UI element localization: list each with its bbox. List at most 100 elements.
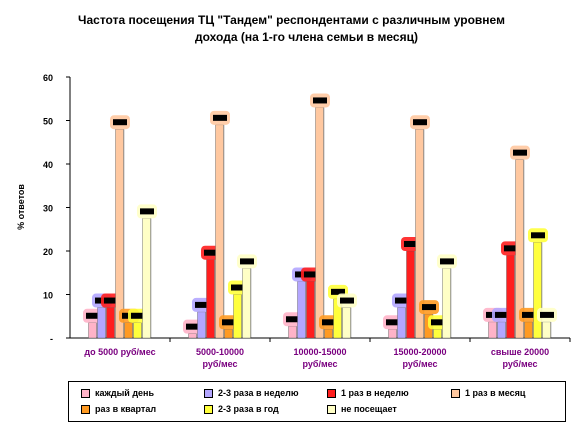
legend-item: 1 раз в неделю [327, 388, 409, 398]
data-label-mark [322, 319, 336, 326]
bar-3-5 [433, 329, 442, 339]
data-label-mark [422, 304, 436, 311]
bar-1-3 [215, 124, 224, 339]
chart-title-line1: Частота посещения ТЦ "Тандем" респондент… [78, 13, 505, 27]
legend-swatch [327, 388, 336, 398]
legend-swatch [204, 404, 213, 414]
bar-3-6 [442, 268, 451, 339]
bar-2-0 [288, 326, 297, 339]
data-label-mark [513, 149, 527, 156]
x-category-label: свыше 20000 [491, 347, 549, 357]
y-tick-label: 10 [43, 291, 53, 301]
data-label-mark [231, 284, 245, 291]
legend-swatch [204, 388, 213, 398]
legend-item: 2-3 раза в неделю [204, 388, 299, 398]
legend-item: раз в квартал [81, 404, 156, 414]
bar-1-2 [206, 259, 215, 339]
data-label-mark [440, 258, 454, 265]
bar-3-2 [406, 250, 415, 339]
data-label-mark [286, 316, 300, 323]
y-axis-label: % ответов [16, 184, 26, 230]
x-category-label: 5000-10000 [196, 347, 244, 357]
data-label-mark [504, 245, 518, 252]
legend-label: 2-3 раза в год [218, 404, 279, 414]
x-category-label: до 5000 руб/мес [84, 347, 155, 357]
bar-2-3 [315, 107, 324, 339]
bar-0-6 [142, 218, 151, 339]
bar-2-4 [324, 329, 333, 339]
x-category-label: руб/мес [403, 359, 438, 369]
bar-2-6 [342, 307, 351, 339]
bar-0-0 [88, 322, 97, 339]
bar-0-3 [115, 128, 124, 339]
data-label-mark [195, 301, 209, 308]
x-category-label: руб/мес [503, 359, 538, 369]
data-label-mark [204, 249, 218, 256]
bar-2-1 [297, 281, 306, 339]
bar-4-6 [542, 321, 551, 339]
y-tick-label: 30 [43, 204, 53, 214]
data-label-mark [313, 97, 327, 104]
data-label-mark [431, 319, 445, 326]
y-tick-label: 40 [43, 160, 53, 170]
bar-0-5 [133, 322, 142, 339]
x-category-label: руб/мес [303, 359, 338, 369]
legend-item: 2-3 раза в год [204, 404, 279, 414]
data-label-mark [531, 232, 545, 239]
data-label-mark [240, 258, 254, 265]
data-label-mark [395, 297, 409, 304]
bar-1-1 [197, 311, 206, 339]
legend-label: 1 раз в неделю [341, 388, 409, 398]
bar-2-2 [306, 281, 315, 339]
legend-swatch [327, 404, 336, 414]
data-label-mark [404, 241, 418, 247]
x-category-label: руб/мес [203, 359, 238, 369]
legend-item: 1 раз в месяц [451, 388, 525, 398]
legend-label: не посещает [341, 404, 397, 414]
bar-4-5 [533, 242, 542, 339]
y-tick-label: 20 [43, 247, 53, 257]
bar-1-5 [233, 294, 242, 339]
bar-4-1 [497, 321, 506, 339]
bar-3-0 [388, 329, 397, 339]
legend-swatch [81, 388, 90, 398]
legend-label: каждый день [95, 388, 155, 398]
y-tick-label: 60 [43, 73, 53, 83]
data-label-mark [522, 311, 536, 318]
data-label-mark [386, 319, 400, 326]
chart-legend: каждый день 2-3 раза в неделю 1 раз в неде… [68, 381, 566, 422]
legend-swatch [81, 404, 90, 414]
legend-label: раз в квартал [95, 404, 157, 414]
y-tick-label: - [50, 334, 53, 344]
data-label-mark [540, 311, 554, 318]
bar-3-1 [397, 307, 406, 339]
data-label-mark [113, 119, 127, 126]
bar-0-1 [97, 307, 106, 339]
legend-label: 1 раз в месяц [465, 388, 526, 398]
bar-0-2 [106, 307, 115, 339]
bar-1-6 [242, 268, 251, 339]
bar-1-0 [188, 333, 197, 339]
data-label-mark [140, 208, 154, 215]
bar-4-0 [488, 321, 497, 339]
y-tick-label: 50 [43, 117, 53, 127]
x-category-label: 10000-15000 [293, 347, 346, 357]
bar-4-2 [506, 255, 515, 339]
data-label-mark [495, 311, 509, 318]
data-label-mark [413, 119, 427, 126]
legend-swatch [451, 388, 460, 398]
bar-0-4 [124, 322, 133, 339]
data-label-mark [213, 114, 227, 121]
data-label-mark [104, 297, 118, 304]
data-label-mark [222, 319, 236, 326]
x-category-label: 15000-20000 [393, 347, 446, 357]
data-label-mark [331, 288, 345, 295]
bar-4-4 [524, 321, 533, 339]
data-label-mark [131, 312, 145, 319]
data-label-mark [340, 297, 354, 304]
data-label-mark [186, 323, 200, 330]
data-label-mark [86, 312, 100, 319]
chart-title-line2: дохода (на 1-го члена семьи в месяц) [195, 30, 418, 44]
legend-item: не посещает [327, 404, 397, 414]
